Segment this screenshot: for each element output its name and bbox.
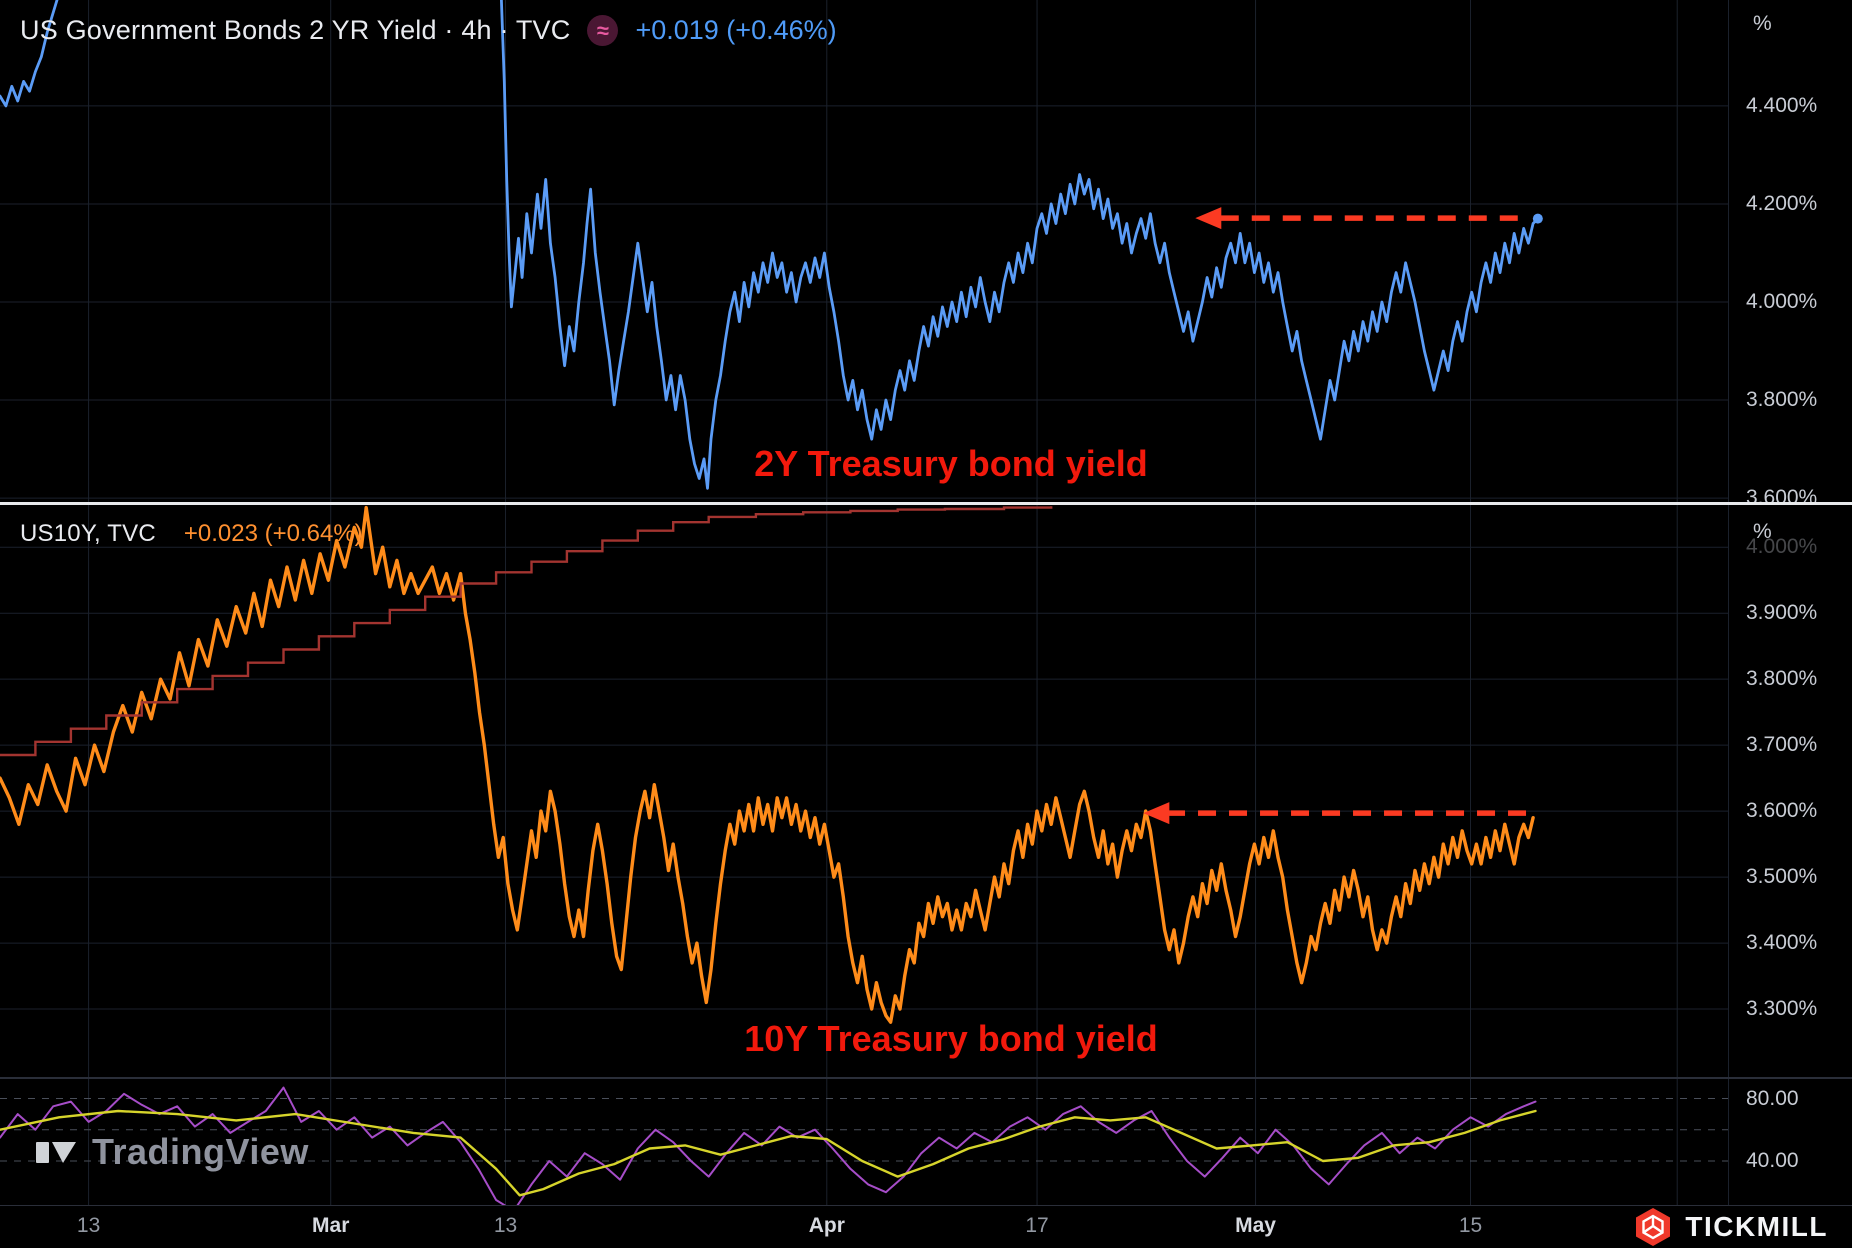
- series-us10y-yield: [0, 505, 1535, 1024]
- tradingview-logo-icon: [36, 1142, 76, 1163]
- price-axis-label: 4.000%: [1746, 289, 1818, 313]
- time-axis-label: 13: [493, 1214, 518, 1237]
- price-scale-unit-2y: %: [1753, 12, 1772, 35]
- price-axis-label: 3.700%: [1746, 733, 1818, 757]
- price-axis-label: 40.00: [1746, 1148, 1799, 1172]
- price-axis-label: 3.900%: [1746, 601, 1818, 625]
- price-axis-label: 3.800%: [1746, 667, 1818, 691]
- symbol-title-2y: US Government Bonds 2 YR Yield · 4h · TV…: [20, 15, 571, 45]
- tradingview-watermark: TradingView: [34, 1131, 309, 1173]
- chart-canvas-oscillator[interactable]: [0, 1079, 1852, 1205]
- last-price-dot: [1532, 213, 1543, 224]
- oscillator-pane[interactable]: 80.00 40.00: [0, 1079, 1852, 1205]
- change-value-10y: +0.023 (+0.64%): [183, 520, 363, 547]
- price-axis-label: 4.200%: [1746, 191, 1818, 215]
- price-scale-2y[interactable]: 4.400% 4.200% 4.000% 3.800% 3.600%: [1740, 0, 1850, 508]
- tickmill-brand: TICKMILL: [1633, 1205, 1828, 1248]
- drawing-arrow-head[interactable]: [1195, 207, 1222, 230]
- price-axis-label: 3.800%: [1746, 388, 1818, 412]
- drawing-arrow-head[interactable]: [1143, 802, 1170, 825]
- price-axis-label: 4.000%: [1746, 535, 1818, 559]
- pane-divider-main[interactable]: [0, 502, 1852, 505]
- price-axis-label: 3.500%: [1746, 865, 1818, 889]
- chart-canvas-2y[interactable]: [0, 0, 1852, 502]
- drawing-text-2y-label[interactable]: 2Y Treasury bond yield: [754, 443, 1148, 484]
- change-value-2y: +0.019 (+0.46%): [635, 15, 837, 45]
- series-stepped-overlay: [0, 506, 1053, 757]
- price-axis-label: 3.400%: [1746, 931, 1818, 955]
- time-axis-label: Apr: [808, 1214, 845, 1237]
- price-axis-label: 3.300%: [1746, 997, 1818, 1021]
- series-oscillator-slow: [0, 1109, 1537, 1197]
- time-axis-label: 15: [1458, 1214, 1483, 1237]
- time-axis-divider: [0, 1205, 1852, 1206]
- time-axis-label: May: [1235, 1214, 1276, 1237]
- tradingview-watermark-text: TradingView: [92, 1131, 309, 1172]
- price-pane-2y[interactable]: 4.400% 4.200% 4.000% 3.800% 3.600% %: [0, 0, 1852, 509]
- price-scale-unit-10y: %: [1753, 520, 1772, 543]
- legend-10y[interactable]: US10Y, TVC +0.023 (+0.64%): [20, 520, 363, 548]
- time-axis[interactable]: 13 Mar 13 Apr 17 May 15: [0, 1206, 1852, 1248]
- price-axis-label: 4.400%: [1746, 93, 1818, 117]
- time-axis-label: Mar: [312, 1214, 350, 1237]
- series-us02y-yield: [0, 0, 1540, 490]
- price-axis-label: 3.600%: [1746, 799, 1818, 823]
- legend-2y[interactable]: US Government Bonds 2 YR Yield · 4h · TV…: [20, 15, 837, 46]
- chart-canvas-10y[interactable]: [0, 505, 1852, 1077]
- price-pane-10y[interactable]: 4.000% 3.900% 3.800% 3.700% 3.600% 3.500% 3.40…: [0, 505, 1852, 1077]
- tickmill-brand-text: TICKMILL: [1685, 1210, 1828, 1242]
- time-axis-label: 17: [1025, 1214, 1049, 1237]
- price-axis-label: 80.00: [1746, 1086, 1799, 1110]
- oscillator-scale[interactable]: 80.00 40.00: [1740, 1079, 1850, 1205]
- pane-divider-oscillator[interactable]: [0, 1077, 1852, 1079]
- drawing-text-10y-label[interactable]: 10Y Treasury bond yield: [744, 1018, 1158, 1059]
- price-scale-10y[interactable]: 4.000% 3.900% 3.800% 3.700% 3.600% 3.500% 3.40…: [1740, 505, 1850, 1077]
- time-axis-label: 13: [76, 1214, 101, 1237]
- symbol-title-10y: US10Y, TVC: [20, 520, 156, 547]
- tickmill-logo-icon: [1636, 1207, 1671, 1246]
- data-mode-badge-icon[interactable]: ≈: [587, 15, 619, 46]
- series-oscillator-fast: [0, 1086, 1537, 1205]
